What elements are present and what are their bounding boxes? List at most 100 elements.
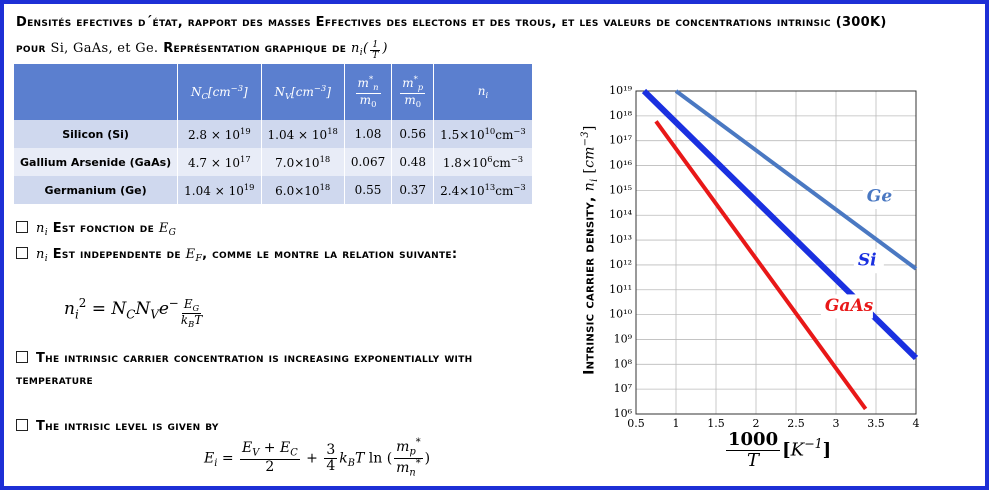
text-run: 19 <box>240 125 251 136</box>
text-run: 1.5×10 <box>440 128 485 143</box>
text-run: 0.37 <box>399 183 427 197</box>
row: Silicon (Si) 2.8 × 1019 1.04 × 1018 1.08 0.5… <box>14 120 533 148</box>
y-tick-label: 10¹¹ <box>609 283 632 296</box>
cell: Gallium Arsenide (GaAs) <box>14 148 179 176</box>
cell: 0.067 <box>344 148 393 176</box>
denominator: kBT <box>181 314 202 329</box>
text-run: 2 <box>78 296 87 310</box>
text-run: Germanium (Ge) <box>44 183 147 197</box>
cell: 6.0×1018 <box>261 176 345 204</box>
cell: 7.0×1018 <box>261 148 345 176</box>
text-run: 1.08 <box>354 127 382 141</box>
cell: 1.08 <box>344 120 393 148</box>
cell: 2.4×1013cm−3 <box>433 176 533 204</box>
text-run: Si, GaAs, et Ge. <box>50 41 159 56</box>
text-run: 10 <box>484 125 496 136</box>
text-run: i <box>44 254 48 265</box>
text-run: −3 <box>510 153 524 164</box>
x-tick-label: 4 <box>913 417 920 430</box>
text-run: G <box>192 303 200 314</box>
title: Densités efectives d´état, rapport des m… <box>16 10 916 66</box>
text-run: T <box>194 313 203 328</box>
row: Germanium (Ge) 1.04 × 1019 6.0×1018 0.55 0.3… <box>14 176 533 204</box>
text-run: m <box>357 76 369 91</box>
text-run: 1.04 × 10 <box>267 128 328 143</box>
text-run: ) <box>382 41 388 56</box>
text-run: N <box>274 85 285 100</box>
label-bg <box>820 294 873 319</box>
text-run: k <box>180 313 189 328</box>
text-run: n <box>64 299 75 320</box>
text-run: m <box>396 459 410 476</box>
text-run: i <box>485 89 489 100</box>
numerator: EV + EC <box>240 440 300 461</box>
text-run: T <box>372 51 379 62</box>
text-run: p <box>409 446 416 458</box>
text-run: −3 <box>230 83 244 94</box>
y-tick-label: 10¹⁷ <box>609 134 632 147</box>
text-run: cm <box>495 128 514 143</box>
text-run: p <box>417 82 424 93</box>
text-run: E <box>183 297 193 312</box>
cell: 0.48 <box>391 148 435 176</box>
text-run: 0 <box>415 98 422 109</box>
text-run: = <box>217 450 239 467</box>
table: NC[cm−3] NV[cm−3] m*n m0 m*p m0 ni Silicon (Si)… <box>14 64 533 204</box>
text-run: C <box>290 447 298 459</box>
y-tick-label: 10⁸ <box>614 357 633 370</box>
text-run: E <box>185 247 196 262</box>
numerator: 1 <box>370 40 381 52</box>
text-run: 17 <box>240 153 251 164</box>
cell: 1.8×106cm−3 <box>433 148 533 176</box>
x-tick-label: 0.5 <box>627 417 645 430</box>
text-run: 2.8 × 10 <box>187 128 241 143</box>
text-run: −3 <box>313 83 327 94</box>
text-run: [cm <box>207 85 231 100</box>
equation: ni2 = NCNVe− EG kBT <box>64 296 204 329</box>
cell: 0.37 <box>391 176 435 204</box>
text-run: ) <box>424 450 431 467</box>
cell: 1.04 × 1018 <box>261 120 345 148</box>
denominator: 2 <box>265 460 274 475</box>
text-run: + <box>259 440 280 457</box>
text-run: * <box>415 437 421 448</box>
text-run: * <box>368 74 374 85</box>
text-run: 13 <box>484 181 496 192</box>
cell: 1.5×1010cm−3 <box>433 120 533 148</box>
text-run: ( <box>362 41 369 56</box>
text-run: V <box>284 90 292 101</box>
x-axis-label: 1000 T [K−1] <box>724 430 831 471</box>
plot-frame <box>635 90 917 415</box>
denominator: mn* <box>396 458 421 479</box>
text-run: 1000 <box>728 429 779 450</box>
text-run: T <box>747 449 760 471</box>
text-run: V <box>150 307 159 322</box>
text-run: 19 <box>243 181 255 192</box>
series-line <box>654 120 868 411</box>
text-run: − <box>168 296 179 310</box>
text-run: B <box>188 319 195 330</box>
cell: Germanium (Ge) <box>14 176 179 204</box>
text-run: = <box>86 299 112 320</box>
text-run: K <box>790 439 805 461</box>
y-tick-label: 10¹³ <box>609 233 632 246</box>
chart: 10⁶ 10⁷ 10⁸ 10⁹ 10¹⁰ 10¹¹ 10¹² 10¹³ 10¹⁴ 10¹⁵ 10¹⁶… <box>609 84 920 430</box>
fraction: m*n m0 <box>355 74 381 109</box>
text-run: 0 <box>371 98 377 109</box>
series-label: GaAs <box>825 296 874 316</box>
x-tick-label: 2 <box>753 417 760 430</box>
text-run: Gallium Arsenide (GaAs) <box>20 155 172 169</box>
text-run: ] <box>822 439 832 461</box>
text-run: 7.0×10 <box>275 156 320 171</box>
text-run: C <box>126 307 136 322</box>
x-tick-label: 1 <box>673 417 680 430</box>
numerator: mp* <box>394 437 423 460</box>
y-tick-label: 10⁶ <box>614 407 633 420</box>
text-run: E <box>204 450 215 467</box>
text-run: ] <box>326 85 331 100</box>
header-cell: m*n m0 <box>344 64 393 120</box>
denominator: m0 <box>404 93 422 109</box>
text-run: 0.55 <box>354 183 382 197</box>
text-run: 0.48 <box>399 155 427 169</box>
cell: 0.55 <box>344 176 393 204</box>
